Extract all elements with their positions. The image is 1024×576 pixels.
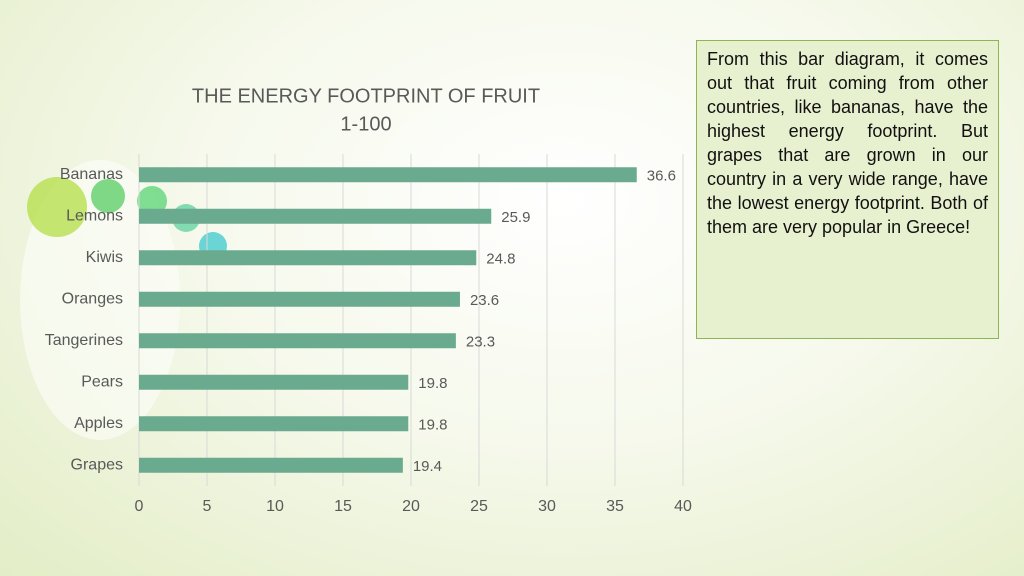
- data-label: 23.6: [470, 292, 499, 309]
- bar: [139, 208, 492, 224]
- decoration: [91, 179, 125, 213]
- x-tick-label: 20: [402, 498, 420, 515]
- x-tick-label: 40: [674, 498, 692, 515]
- bar: [139, 374, 409, 390]
- chart-title: THE ENERGY FOOTPRINT OF FRUIT: [192, 85, 540, 107]
- y-tick-label: Apples: [74, 415, 123, 432]
- text-box: From this bar diagram, it comes out that…: [696, 40, 999, 339]
- x-tick-label: 25: [470, 498, 488, 515]
- bar: [139, 333, 456, 349]
- bar: [139, 457, 403, 473]
- y-tick-label: Bananas: [60, 166, 123, 183]
- data-label: 24.8: [486, 251, 515, 268]
- y-tick-label: Pears: [81, 373, 123, 390]
- x-tick-label: 30: [538, 498, 556, 515]
- y-tick-label: Tangerines: [45, 332, 123, 349]
- y-tick-label: Kiwis: [86, 249, 123, 266]
- data-label: 19.8: [418, 417, 447, 434]
- bar: [139, 167, 637, 183]
- chart-subtitle: 1-100: [340, 113, 391, 135]
- bar: [139, 291, 460, 307]
- bar: [139, 416, 409, 432]
- x-tick-label: 10: [266, 498, 284, 515]
- data-label: 19.4: [413, 458, 442, 475]
- y-tick-label: Lemons: [66, 207, 123, 224]
- x-tick-label: 0: [135, 498, 144, 515]
- data-label: 36.6: [647, 168, 676, 185]
- data-label: 19.8: [418, 375, 447, 392]
- x-tick-label: 15: [334, 498, 352, 515]
- data-label: 25.9: [501, 209, 530, 226]
- decoration: [27, 177, 87, 237]
- y-tick-label: Oranges: [62, 290, 123, 307]
- y-tick-label: Grapes: [71, 456, 123, 473]
- decoration: [137, 186, 167, 216]
- data-label: 23.3: [466, 334, 495, 351]
- bar: [139, 250, 477, 266]
- x-tick-label: 5: [203, 498, 212, 515]
- x-tick-label: 35: [606, 498, 624, 515]
